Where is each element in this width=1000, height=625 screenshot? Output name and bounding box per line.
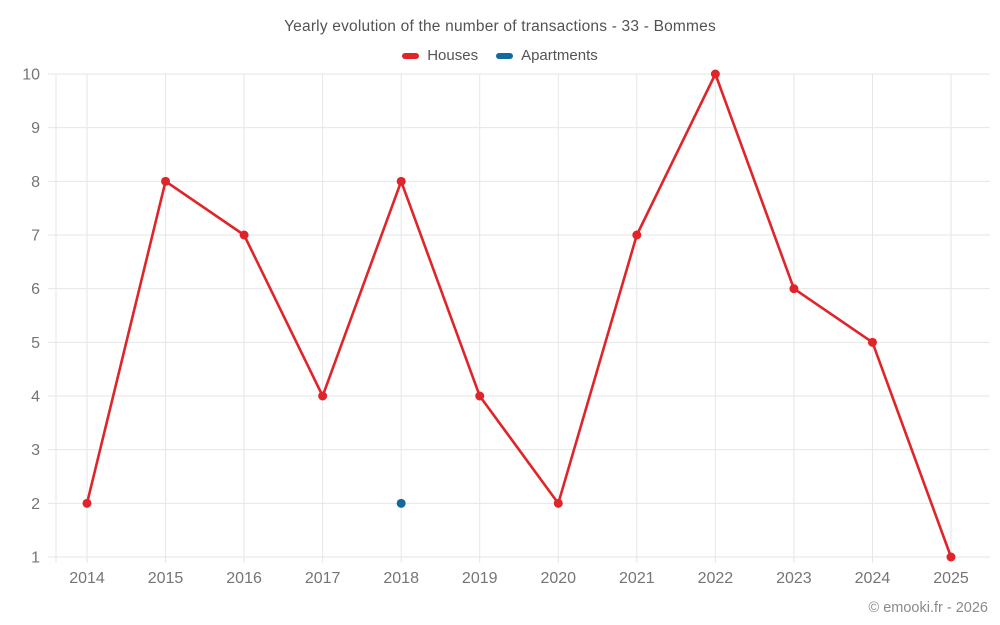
houses-point-2019[interactable] xyxy=(475,391,485,401)
x-tick-label: 2025 xyxy=(933,570,969,587)
x-tick-label: 2016 xyxy=(226,570,262,587)
x-tick-label: 2020 xyxy=(540,570,576,587)
houses-point-2025[interactable] xyxy=(946,552,956,562)
houses-point-2022[interactable] xyxy=(710,69,720,79)
x-tick-label: 2019 xyxy=(462,570,498,587)
x-axis-labels: 2014 2015 2016 2017 2018 2019 2020 2021 2022 2023… xyxy=(69,570,969,587)
houses-point-2020[interactable] xyxy=(553,498,563,508)
y-tick-label: 2 xyxy=(31,496,40,513)
y-tick-label: 8 xyxy=(31,174,40,191)
grid xyxy=(48,73,990,563)
copyright-text: © emooki.fr - 2026 xyxy=(868,600,988,616)
y-tick-label: 1 xyxy=(31,550,40,567)
y-tick-label: 7 xyxy=(31,228,40,245)
y-tick-label: 9 xyxy=(31,120,40,137)
legend-item-apartments[interactable]: Apartments xyxy=(496,47,598,64)
x-tick-label: 2024 xyxy=(855,570,891,587)
x-tick-label: 2021 xyxy=(619,570,655,587)
houses-point-2017[interactable] xyxy=(318,391,328,401)
y-tick-label: 3 xyxy=(31,442,40,459)
houses-point-2014[interactable] xyxy=(82,498,92,508)
y-tick-label: 6 xyxy=(31,281,40,298)
chart-title: Yearly evolution of the number of transa… xyxy=(284,18,716,35)
apartments-point-2018[interactable] xyxy=(396,498,406,508)
series-apartments xyxy=(396,498,406,508)
x-tick-label: 2017 xyxy=(305,570,341,587)
x-tick-label: 2014 xyxy=(69,570,105,587)
houses-line xyxy=(85,72,953,559)
x-tick-label: 2015 xyxy=(148,570,184,587)
y-axis-labels: 1 2 3 4 5 6 7 8 9 10 xyxy=(22,67,40,567)
legend-swatch-houses xyxy=(402,52,420,59)
legend-item-houses[interactable]: Houses xyxy=(402,47,478,64)
legend: Houses Apartments xyxy=(0,47,1000,64)
houses-point-2021[interactable] xyxy=(632,230,642,240)
y-tick-label: 10 xyxy=(22,67,40,84)
legend-swatch-apartments xyxy=(496,52,514,59)
x-tick-label: 2022 xyxy=(698,570,734,587)
x-tick-label: 2018 xyxy=(383,570,419,587)
series-houses xyxy=(82,69,956,562)
y-tick-label: 4 xyxy=(31,389,40,406)
y-tick-label: 5 xyxy=(31,335,40,352)
houses-point-2023[interactable] xyxy=(789,284,799,294)
houses-point-2015[interactable] xyxy=(161,176,171,186)
x-tick-label: 2023 xyxy=(776,570,812,587)
legend-label-houses: Houses xyxy=(427,47,479,64)
houses-point-2024[interactable] xyxy=(867,337,877,347)
houses-point-2016[interactable] xyxy=(239,230,249,240)
houses-point-2018[interactable] xyxy=(396,176,406,186)
legend-label-apartments: Apartments xyxy=(521,47,598,64)
